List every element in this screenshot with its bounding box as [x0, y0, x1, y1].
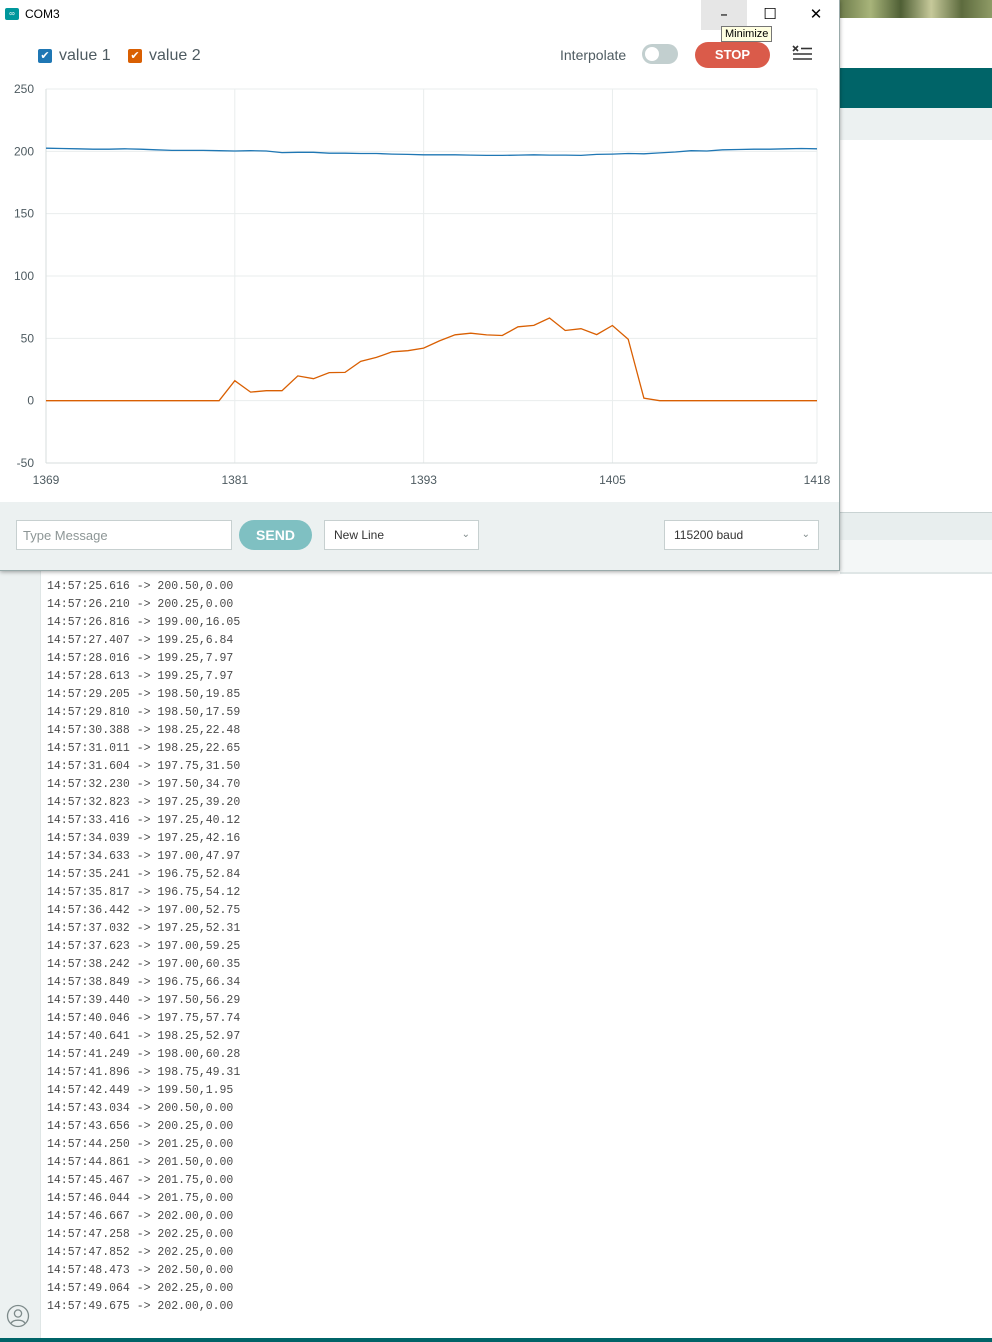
y-tick-label: 100 — [14, 269, 34, 283]
x-tick-label: 1381 — [221, 473, 248, 487]
maximize-button[interactable]: ☐ — [763, 5, 777, 23]
log-line: 14:57:37.623 -> 197.00,59.25 — [47, 940, 241, 953]
log-line: 14:57:36.442 -> 197.00,52.75 — [47, 904, 241, 917]
ide-output-panel-toolbar — [840, 540, 992, 574]
log-line: 14:57:26.816 -> 199.00,16.05 — [47, 616, 241, 629]
message-input-bar: SEND New Line ⌄ 115200 baud ⌄ — [0, 502, 839, 570]
log-line: 14:57:41.896 -> 198.75,49.31 — [47, 1066, 241, 1079]
minimize-button[interactable]: – — [701, 0, 747, 30]
window-titlebar[interactable]: ∞ COM3 – ☐ ✕ — [0, 0, 839, 30]
log-line: 14:57:47.852 -> 202.25,0.00 — [47, 1246, 234, 1259]
send-button[interactable]: SEND — [239, 520, 312, 550]
chevron-down-icon: ⌄ — [461, 529, 470, 540]
log-line: 14:57:25.616 -> 200.50,0.00 — [47, 580, 234, 593]
background-image-strip — [840, 0, 992, 18]
log-line: 14:57:32.823 -> 197.25,39.20 — [47, 796, 241, 809]
log-line: 14:57:31.604 -> 197.75,31.50 — [47, 760, 241, 773]
log-line: 14:57:47.258 -> 202.25,0.00 — [47, 1228, 234, 1241]
log-line: 14:57:46.667 -> 202.00,0.00 — [47, 1210, 234, 1223]
log-line: 14:57:26.210 -> 200.25,0.00 — [47, 598, 234, 611]
log-line: 14:57:37.032 -> 197.25,52.31 — [47, 922, 241, 935]
log-line: 14:57:49.675 -> 202.00,0.00 — [47, 1300, 234, 1313]
log-line: 14:57:42.449 -> 199.50,1.95 — [47, 1084, 234, 1097]
y-tick-label: 250 — [14, 82, 34, 96]
log-line: 14:57:40.046 -> 197.75,57.74 — [47, 1012, 241, 1025]
clear-list-icon[interactable] — [790, 43, 814, 65]
y-tick-label: 50 — [21, 331, 35, 345]
interpolate-label: Interpolate — [560, 47, 627, 63]
y-tick-label: -50 — [17, 456, 35, 470]
log-line: 14:57:44.250 -> 201.25,0.00 — [47, 1138, 234, 1151]
log-line: 14:57:35.241 -> 196.75,52.84 — [47, 868, 241, 881]
log-line: 14:57:43.656 -> 200.25,0.00 — [47, 1120, 234, 1133]
log-line: 14:57:30.388 -> 198.25,22.48 — [47, 724, 241, 737]
chevron-down-icon: ⌄ — [801, 529, 810, 540]
log-line: 14:57:45.467 -> 201.75,0.00 — [47, 1174, 234, 1187]
log-line: 14:57:28.613 -> 199.25,7.97 — [47, 670, 234, 683]
log-line: 14:57:38.242 -> 197.00,60.35 — [47, 958, 241, 971]
x-tick-label: 1418 — [804, 473, 831, 487]
x-tick-label: 1393 — [410, 473, 437, 487]
log-line: 14:57:44.861 -> 201.50,0.00 — [47, 1156, 234, 1169]
legend-item-value-1[interactable]: ✔ value 1 — [38, 46, 111, 66]
x-tick-label: 1405 — [599, 473, 626, 487]
serial-monitor-output[interactable]: 14:57:25.616 -> 200.50,0.00 14:57:26.210 … — [47, 570, 977, 1338]
serial-plotter-window: ∞ COM3 – ☐ ✕ Minimize ✔ value 1 ✔ value … — [0, 0, 840, 571]
log-line: 14:57:28.016 -> 199.25,7.97 — [47, 652, 234, 665]
log-line: 14:57:35.817 -> 196.75,54.12 — [47, 886, 241, 899]
close-button[interactable]: ✕ — [809, 5, 823, 23]
log-line: 14:57:49.064 -> 202.25,0.00 — [47, 1282, 234, 1295]
serial-plot-chart: 250 200 150 100 50 0 -50 1369 1381 1393 1405 1418 — [14, 82, 831, 487]
log-line: 14:57:40.641 -> 198.25,52.97 — [47, 1030, 241, 1043]
checkbox-checked-icon[interactable]: ✔ — [38, 49, 52, 63]
log-line: 14:57:29.810 -> 198.50,17.59 — [47, 706, 241, 719]
ide-left-rail — [0, 570, 41, 1342]
interpolate-toggle[interactable] — [642, 44, 678, 64]
log-line: 14:57:41.249 -> 198.00,60.28 — [47, 1048, 241, 1061]
arduino-infinity-icon: ∞ — [5, 8, 19, 20]
line-ending-select[interactable]: New Line ⌄ — [324, 520, 479, 550]
y-tick-label: 0 — [27, 394, 34, 408]
minimize-tooltip: Minimize — [721, 26, 773, 42]
log-line: 14:57:34.633 -> 197.00,47.97 — [47, 850, 241, 863]
message-input[interactable] — [16, 520, 232, 550]
stop-button[interactable]: STOP — [695, 42, 770, 68]
baud-rate-value: 115200 baud — [674, 528, 744, 542]
ide-status-bar — [0, 1338, 992, 1342]
checkbox-checked-icon[interactable]: ✔ — [128, 49, 142, 63]
baud-rate-select[interactable]: 115200 baud ⌄ — [664, 520, 819, 550]
ide-header-bar — [840, 68, 992, 108]
log-line: 14:57:39.440 -> 197.50,56.29 — [47, 994, 241, 1007]
y-tick-label: 150 — [14, 207, 34, 221]
account-icon[interactable] — [6, 1304, 30, 1328]
legend-label: value 1 — [59, 47, 111, 64]
line-ending-value: New Line — [334, 528, 385, 542]
log-line: 14:57:33.416 -> 197.25,40.12 — [47, 814, 241, 827]
ide-tab-row — [840, 108, 992, 140]
legend-label: value 2 — [149, 47, 201, 64]
log-line: 14:57:32.230 -> 197.50,34.70 — [47, 778, 241, 791]
x-tick-label: 1369 — [33, 473, 60, 487]
toggle-knob — [645, 47, 659, 61]
log-line: 14:57:46.044 -> 201.75,0.00 — [47, 1192, 234, 1205]
clipped-log-line — [47, 570, 977, 578]
log-line: 14:57:38.849 -> 196.75,66.34 — [47, 976, 241, 989]
log-line: 14:57:34.039 -> 197.25,42.16 — [47, 832, 241, 845]
log-line: 14:57:31.011 -> 198.25,22.65 — [47, 742, 241, 755]
ide-output-panel-header — [840, 512, 992, 541]
legend-item-value-2[interactable]: ✔ value 2 — [128, 46, 201, 66]
log-line: 14:57:29.205 -> 198.50,19.85 — [47, 688, 241, 701]
series-line-value-1 — [45, 147, 818, 157]
log-line: 14:57:43.034 -> 200.50,0.00 — [47, 1102, 234, 1115]
log-line: 14:57:48.473 -> 202.50,0.00 — [47, 1264, 234, 1277]
series-line-value-2 — [46, 317, 817, 402]
y-tick-label: 200 — [14, 144, 34, 158]
log-line: 14:57:27.407 -> 199.25,6.84 — [47, 634, 234, 647]
window-title: COM3 — [25, 7, 60, 21]
